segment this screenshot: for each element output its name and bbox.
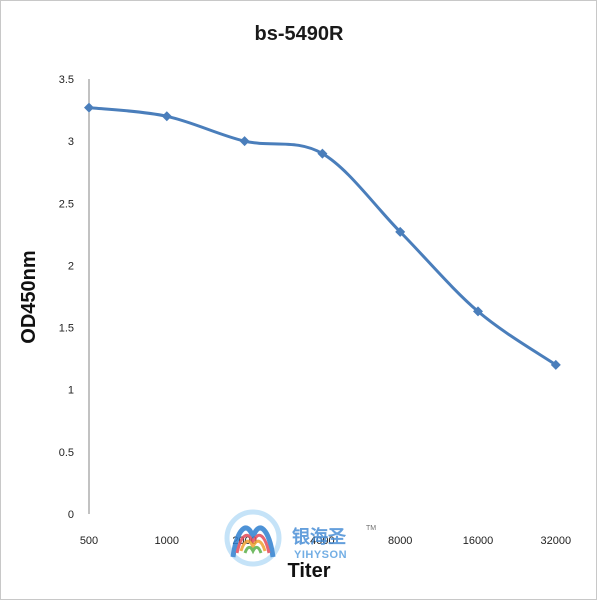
y-tick-label: 0 [68, 509, 74, 521]
chart-title: bs-5490R [255, 23, 344, 45]
y-tick-label: 0.5 [59, 447, 74, 459]
x-axis-title: Titer [288, 560, 331, 582]
data-point-marker [395, 226, 406, 237]
x-tick-label: 1000 [155, 535, 179, 547]
y-tick-label: 1 [68, 385, 74, 397]
y-tick-label: 3 [68, 136, 74, 148]
y-axis-ticks: 0 0.5 1 1.5 2 2.5 3 3.5 [59, 74, 74, 521]
x-tick-label: 16000 [463, 535, 494, 547]
logo-chinese-text: 银海圣 [292, 526, 347, 548]
y-tick-label: 3.5 [59, 74, 74, 86]
y-tick-label: 1.5 [59, 323, 74, 335]
logo-trademark: TM [366, 525, 376, 532]
data-point-marker [161, 111, 172, 122]
yihyson-logo-mark [224, 509, 282, 567]
y-tick-label: 2.5 [59, 198, 74, 210]
data-point-marker [473, 306, 483, 317]
logo-english-text: YIHYSON [294, 549, 347, 561]
yihyson-logo-watermark: 银海圣 TM YIHYSON [224, 509, 376, 567]
y-tick-label: 2 [68, 260, 74, 272]
y-axis-title: OD450nm [18, 250, 40, 343]
data-point-marker [84, 102, 94, 113]
x-tick-label: 500 [80, 535, 98, 547]
data-point-marker [239, 136, 250, 147]
x-tick-label: 8000 [388, 535, 412, 547]
series-markers [84, 102, 561, 370]
x-tick-label: 4000 [310, 535, 334, 547]
data-point-marker [550, 359, 561, 370]
series-line [87, 106, 558, 367]
data-point-marker [317, 148, 328, 159]
x-tick-label: 32000 [541, 535, 572, 547]
